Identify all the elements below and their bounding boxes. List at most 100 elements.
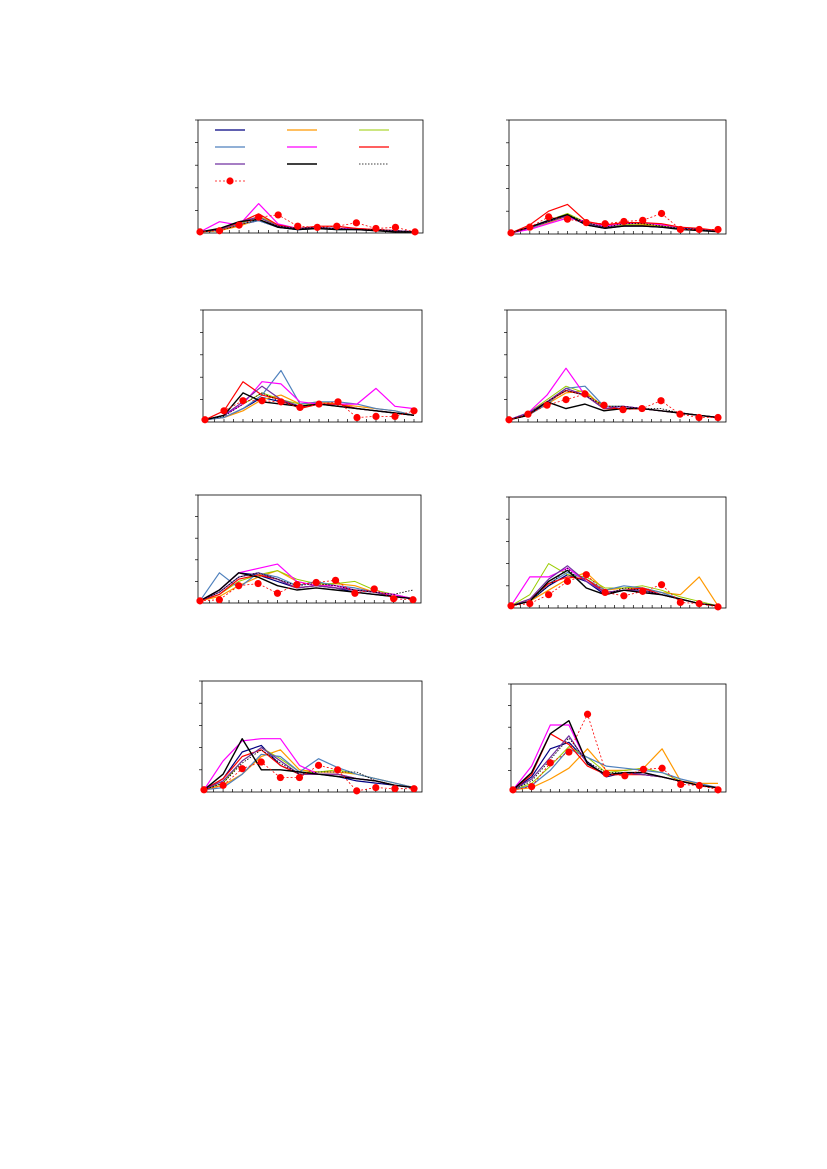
series-line-9 — [204, 392, 415, 421]
series-line-3 — [508, 385, 719, 421]
series-marker-point — [258, 397, 266, 405]
series-marker-point — [273, 589, 282, 597]
series-line-8 — [199, 218, 415, 233]
series-line-4 — [508, 385, 719, 421]
series-marker-point — [546, 759, 554, 767]
series-line-9 — [512, 737, 719, 791]
chart-panel-4 — [504, 309, 727, 424]
series-marker-point — [676, 598, 684, 607]
series-marker-point — [220, 407, 228, 415]
series-line-10 — [512, 713, 719, 791]
series-line-9 — [203, 749, 415, 791]
series-line-3 — [199, 570, 414, 602]
series-marker-point — [372, 224, 380, 233]
series-marker-point — [296, 403, 304, 412]
series-marker-point — [312, 578, 320, 587]
plot-frame — [510, 683, 727, 793]
series-marker-point — [714, 603, 722, 611]
plot-frame — [197, 494, 422, 604]
series-line-8 — [512, 720, 719, 791]
series-marker-point — [676, 225, 684, 234]
series-marker-point — [352, 219, 360, 227]
chart-panel-7 — [199, 680, 423, 795]
series-marker-point — [215, 596, 223, 604]
series-line-4 — [512, 748, 719, 791]
series-marker-point — [676, 410, 684, 418]
series-line-10 — [203, 761, 414, 792]
series-marker-point — [200, 786, 208, 794]
legend-marker — [226, 177, 234, 185]
series-marker-point — [274, 211, 282, 219]
series-line-5 — [508, 367, 719, 421]
series-line-4 — [203, 753, 415, 791]
series-marker-point — [509, 786, 517, 794]
series-marker-point — [528, 783, 536, 791]
series-marker-point — [639, 765, 648, 773]
legend — [215, 129, 389, 185]
series-marker-point — [657, 581, 666, 589]
chart-panel-3 — [200, 309, 423, 424]
plot-frame — [506, 309, 727, 423]
series-marker-point — [639, 587, 647, 595]
series-line-10 — [510, 213, 718, 234]
series-marker-point — [600, 401, 608, 409]
series-marker-point — [620, 592, 628, 600]
series-marker-point — [695, 413, 703, 422]
series-marker-point — [695, 599, 703, 608]
series-marker-point — [621, 772, 629, 780]
series-marker-point — [219, 781, 227, 789]
series-marker-point — [239, 397, 247, 405]
series-line-8 — [510, 569, 719, 607]
series-line-6 — [510, 203, 719, 234]
series-marker-point — [582, 571, 590, 579]
series-marker-point — [410, 407, 418, 415]
plot-frame — [201, 680, 423, 793]
series-marker-point — [294, 222, 302, 230]
series-marker-point — [545, 213, 553, 221]
series-marker-point — [196, 228, 204, 236]
series-marker-point — [601, 588, 609, 597]
series-marker-point — [334, 398, 342, 406]
series-marker-point — [657, 397, 665, 405]
series-marker-point — [255, 213, 263, 221]
series-line-2 — [510, 571, 719, 607]
chart-panel-5 — [195, 494, 422, 605]
series-marker-point — [563, 577, 572, 585]
chart-panel-2 — [506, 119, 727, 237]
series-marker-point — [677, 780, 685, 789]
series-marker-point — [331, 576, 340, 584]
series-marker-point — [565, 748, 573, 756]
series-marker-point — [620, 217, 628, 226]
series-line-8 — [199, 572, 414, 602]
series-marker-point — [638, 404, 646, 413]
series-line-7 — [199, 572, 414, 602]
series-marker-point — [353, 413, 361, 422]
plot-frame — [197, 119, 424, 234]
series-line-5 — [204, 381, 415, 421]
series-marker-point — [238, 765, 246, 773]
plot-frame — [508, 119, 727, 235]
series-marker-point — [583, 710, 592, 718]
series-marker-point — [254, 579, 262, 588]
series-marker-point — [353, 787, 361, 795]
series-marker-point — [582, 219, 590, 227]
series-marker-point — [295, 773, 304, 782]
series-marker-point — [313, 223, 321, 231]
series-marker-point — [526, 599, 534, 608]
series-line-3 — [510, 563, 719, 607]
series-marker-point — [315, 400, 323, 408]
series-marker-point — [695, 225, 703, 234]
series-marker-point — [507, 229, 515, 237]
series-line-2 — [512, 748, 718, 791]
plot-frame — [508, 496, 727, 609]
series-marker-point — [695, 781, 703, 790]
series-marker-point — [602, 770, 610, 778]
series-marker-point — [196, 597, 204, 605]
series-marker-point — [201, 416, 209, 424]
series-marker-point — [391, 223, 400, 231]
chart-panel-6 — [506, 496, 727, 611]
series-marker-point — [235, 582, 243, 590]
series-marker-point — [215, 227, 224, 235]
series-marker-point — [235, 221, 243, 229]
